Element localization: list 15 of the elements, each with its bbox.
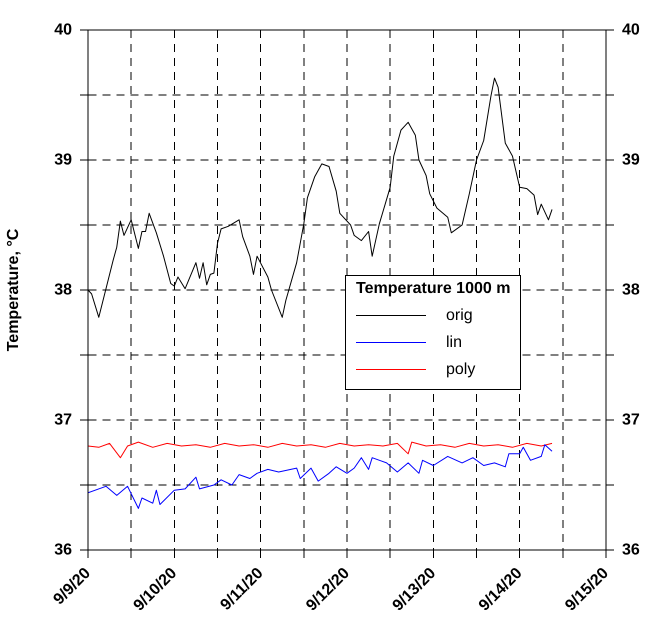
- y-tick-label: 36: [54, 541, 72, 558]
- y2-tick-label: 40: [622, 21, 640, 38]
- y2-tick-label: 39: [622, 151, 640, 168]
- legend-label: poly: [446, 360, 476, 378]
- y-tick-label: 39: [54, 151, 72, 168]
- y-tick-label: 37: [54, 411, 72, 428]
- y-tick-label: 40: [54, 21, 72, 38]
- y-axis-title: Temperature, °C: [5, 228, 22, 352]
- legend-title: Temperature 1000 m: [356, 280, 510, 298]
- y2-tick-label: 38: [622, 281, 640, 298]
- y2-tick-label: 37: [622, 411, 640, 428]
- y-tick-label: 38: [54, 281, 72, 298]
- legend-label: orig: [446, 306, 473, 324]
- legend-label: lin: [446, 334, 462, 352]
- y2-tick-label: 36: [622, 541, 640, 558]
